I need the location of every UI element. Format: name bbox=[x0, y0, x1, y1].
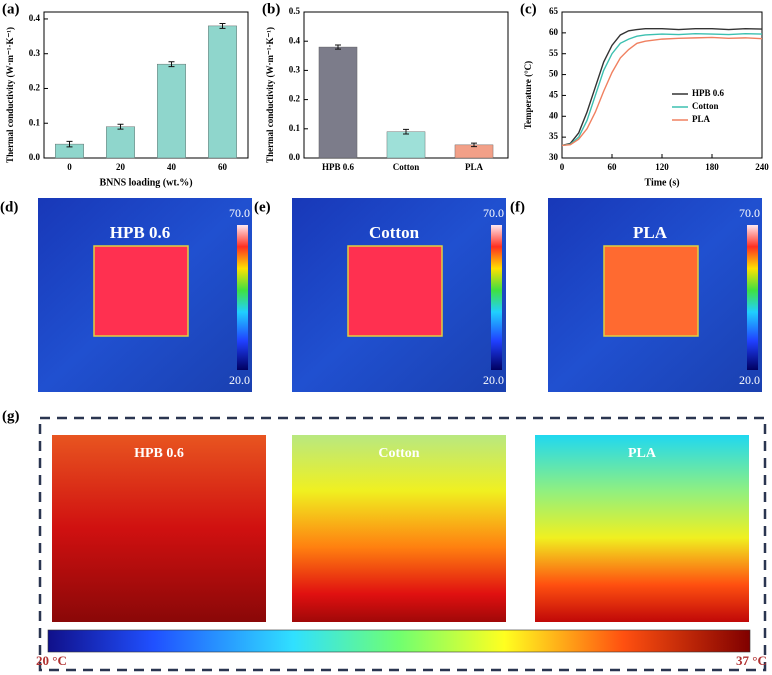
y-tick-label: 55 bbox=[549, 48, 559, 58]
colorbar-max: 70.0 bbox=[483, 206, 504, 220]
x-axis-label: BNNS loading (wt.%) bbox=[99, 177, 192, 188]
colorbar bbox=[237, 225, 248, 370]
colorbar-min: 20.0 bbox=[483, 373, 504, 387]
y-tick-label: 0.0 bbox=[29, 152, 41, 162]
colorbar-min: 20 °C bbox=[36, 653, 67, 668]
x-tick-label: 180 bbox=[705, 162, 719, 172]
colorbar bbox=[47, 629, 751, 653]
simulation-label: Cotton bbox=[378, 446, 419, 461]
y-axis-label: Thermal conductivity (W·m⁻¹·K⁻¹) bbox=[265, 27, 275, 163]
colorbar-min: 20.0 bbox=[739, 373, 760, 387]
y-tick-label: 0.1 bbox=[289, 123, 301, 133]
x-tick-label: HPB 0.6 bbox=[322, 162, 355, 172]
error-bar bbox=[471, 142, 477, 148]
y-tick-label: 65 bbox=[549, 6, 559, 16]
line bbox=[561, 36, 763, 147]
panel-label: (f) bbox=[510, 199, 525, 215]
x-axis-label: Time (s) bbox=[644, 177, 679, 188]
colorbar-max: 70.0 bbox=[229, 206, 250, 220]
y-tick-label: 0.4 bbox=[29, 13, 41, 23]
bar bbox=[318, 46, 358, 159]
sample-label: Cotton bbox=[369, 223, 420, 242]
x-tick-label: 60 bbox=[608, 162, 618, 172]
panel-label: (c) bbox=[520, 1, 537, 17]
line bbox=[561, 32, 763, 147]
y-tick-label: 0.1 bbox=[29, 117, 41, 127]
line bbox=[561, 27, 763, 147]
simulation-square bbox=[535, 435, 749, 622]
sample bbox=[93, 245, 189, 337]
y-tick-label: 40 bbox=[549, 110, 559, 120]
sample-label: PLA bbox=[633, 223, 668, 242]
error-bar bbox=[335, 44, 341, 50]
error-bar bbox=[168, 61, 175, 68]
bar bbox=[386, 131, 426, 159]
y-tick-label: 45 bbox=[549, 89, 559, 99]
bar bbox=[106, 126, 135, 159]
x-tick-label: 60 bbox=[218, 162, 228, 172]
panel-label: (e) bbox=[254, 199, 271, 215]
x-tick-label: PLA bbox=[465, 162, 484, 172]
y-tick-label: 60 bbox=[549, 27, 559, 37]
x-tick-label: 0 bbox=[560, 162, 565, 172]
y-tick-label: 0.3 bbox=[289, 64, 301, 74]
x-tick-label: 0 bbox=[67, 162, 72, 172]
colorbar bbox=[747, 225, 758, 370]
y-tick-label: 0.2 bbox=[289, 94, 301, 104]
y-tick-label: 35 bbox=[549, 131, 559, 141]
y-tick-label: 50 bbox=[549, 69, 559, 79]
y-tick-label: 0.5 bbox=[289, 6, 301, 16]
sample bbox=[347, 245, 443, 337]
y-axis-label: Temperature (°C) bbox=[523, 61, 533, 129]
x-tick-label: 240 bbox=[755, 162, 769, 172]
panel-label: (d) bbox=[0, 199, 18, 215]
bar bbox=[157, 63, 186, 159]
sample bbox=[603, 245, 699, 337]
error-bar bbox=[219, 22, 226, 29]
y-tick-label: 0.2 bbox=[29, 83, 41, 93]
x-tick-label: 120 bbox=[655, 162, 669, 172]
colorbar-max: 70.0 bbox=[739, 206, 760, 220]
y-tick-label: 0.0 bbox=[289, 152, 301, 162]
y-tick-label: 0.3 bbox=[29, 48, 41, 58]
simulation-label: PLA bbox=[628, 446, 657, 461]
legend-label: Cotton bbox=[692, 101, 719, 111]
panel-label: (a) bbox=[2, 1, 20, 17]
dashed-frame bbox=[38, 416, 767, 672]
colorbar-max: 37 °C bbox=[736, 653, 767, 668]
y-tick-label: 30 bbox=[549, 152, 559, 162]
error-bar bbox=[66, 140, 73, 148]
error-bar bbox=[117, 123, 124, 130]
colorbar-min: 20.0 bbox=[229, 373, 250, 387]
x-tick-label: Cotton bbox=[393, 162, 420, 172]
sample-label: HPB 0.6 bbox=[110, 223, 170, 242]
panel-label: (g) bbox=[2, 408, 20, 424]
x-tick-label: 20 bbox=[116, 162, 126, 172]
y-tick-label: 0.4 bbox=[289, 35, 301, 45]
plot-frame bbox=[43, 11, 249, 159]
simulation-square bbox=[292, 435, 506, 622]
x-tick-label: 40 bbox=[167, 162, 177, 172]
legend-label: HPB 0.6 bbox=[692, 88, 725, 98]
error-bar bbox=[403, 128, 409, 135]
panel-label: (b) bbox=[262, 1, 280, 17]
y-axis-label: Thermal conductivity (W·m⁻¹·K⁻¹) bbox=[5, 27, 15, 163]
simulation-label: HPB 0.6 bbox=[134, 446, 184, 461]
bar bbox=[208, 25, 237, 159]
legend-label: PLA bbox=[692, 114, 711, 124]
colorbar bbox=[491, 225, 502, 370]
simulation-square bbox=[52, 435, 266, 622]
